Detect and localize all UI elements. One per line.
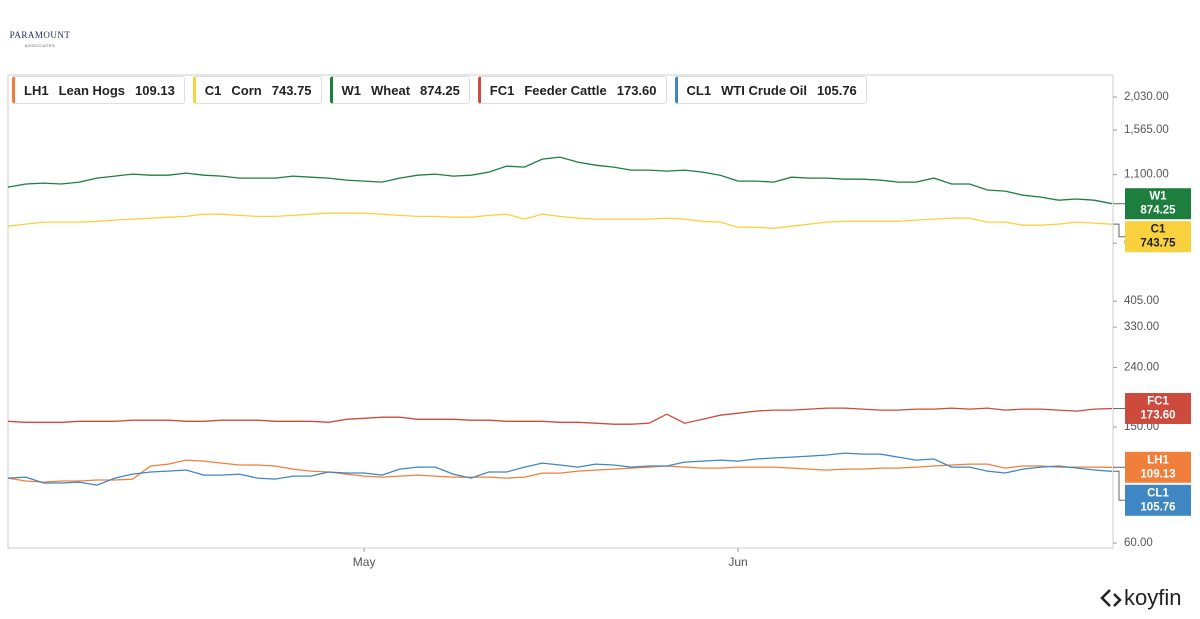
y-tick-label: 405.00	[1124, 295, 1159, 307]
y-tick-label: 2,030.00	[1124, 91, 1169, 103]
end-tag-value: 743.75	[1140, 238, 1176, 250]
legend-symbol: FC1	[489, 82, 515, 98]
series-line	[7, 156, 1113, 205]
y-tick-label: 60.00	[1124, 537, 1153, 549]
end-tag-value: 874.25	[1140, 205, 1176, 217]
legend-name: Wheat	[371, 82, 411, 98]
legend-end-label: 109.13	[135, 82, 175, 98]
source-logo: koyfin	[1124, 585, 1181, 610]
brand: PARAMOUNT	[10, 30, 71, 40]
legend-symbol: C1	[204, 82, 222, 98]
legend-name: Corn	[231, 82, 262, 98]
legend-name: Lean Hogs	[58, 82, 126, 98]
y-tick-label: 1,100.00	[1124, 169, 1169, 181]
y-tick-label: 240.00	[1124, 361, 1159, 373]
legend-item[interactable]: FC1 Feeder Cattle 173.60	[477, 76, 667, 104]
end-tag	[1125, 221, 1191, 253]
legend-end-label: 105.76	[817, 82, 857, 98]
end-tag-value: 173.60	[1140, 410, 1175, 422]
legend-item[interactable]: C1 Corn 743.75	[192, 76, 322, 104]
legend-symbol: LH1	[24, 82, 49, 98]
legend-item[interactable]: CL1 WTI Crude Oil 105.76	[674, 76, 867, 104]
series-line	[7, 212, 1113, 229]
logo-icon	[1100, 589, 1122, 607]
tag-connector	[1113, 470, 1125, 501]
end-tag	[1125, 484, 1191, 516]
legend-symbol: CL1	[686, 82, 712, 98]
legend-end-label: 743.75	[271, 82, 312, 98]
end-tag	[1125, 188, 1191, 220]
end-tag-symbol: FC1	[1147, 396, 1169, 408]
legend-name: WTI Crude Oil	[721, 82, 808, 98]
brand-sub: ASSOCIATES	[25, 43, 55, 48]
end-tag-value: 105.76	[1140, 501, 1175, 513]
end-tag-symbol: C1	[1151, 224, 1166, 236]
x-tick-label: May	[353, 555, 376, 569]
series-line	[7, 407, 1113, 425]
end-tag	[1125, 392, 1191, 424]
y-tick-label: 1,565.00	[1124, 124, 1169, 136]
end-tag	[1125, 451, 1191, 483]
legend-item[interactable]: W1 Wheat 874.25	[329, 76, 470, 104]
legend-item[interactable]: LH1 Lean Hogs 109.13	[12, 76, 185, 104]
legend: LH1 Lean Hogs 109.13 C1 Corn 743.75 W1 Wheat 874…	[12, 76, 867, 104]
tag-connector	[1113, 223, 1125, 238]
series-line	[7, 452, 1113, 486]
series-line	[7, 459, 1113, 483]
end-tag-symbol: CL1	[1147, 487, 1169, 499]
legend-end-label: 173.60	[616, 82, 657, 98]
legend-name: Feeder Cattle	[524, 82, 607, 98]
y-tick-label: 150.00	[1124, 421, 1159, 433]
legend-symbol: W1	[341, 82, 362, 98]
plot-frame	[7, 74, 1114, 549]
x-tick-label: Jun	[728, 555, 747, 569]
y-tick-label: 330.00	[1124, 321, 1159, 333]
end-tag-symbol: W1	[1149, 191, 1167, 203]
legend-end-label: 874.25	[420, 82, 460, 98]
end-tag-symbol: LH1	[1147, 454, 1169, 466]
end-tag-value: 109.13	[1140, 468, 1175, 480]
